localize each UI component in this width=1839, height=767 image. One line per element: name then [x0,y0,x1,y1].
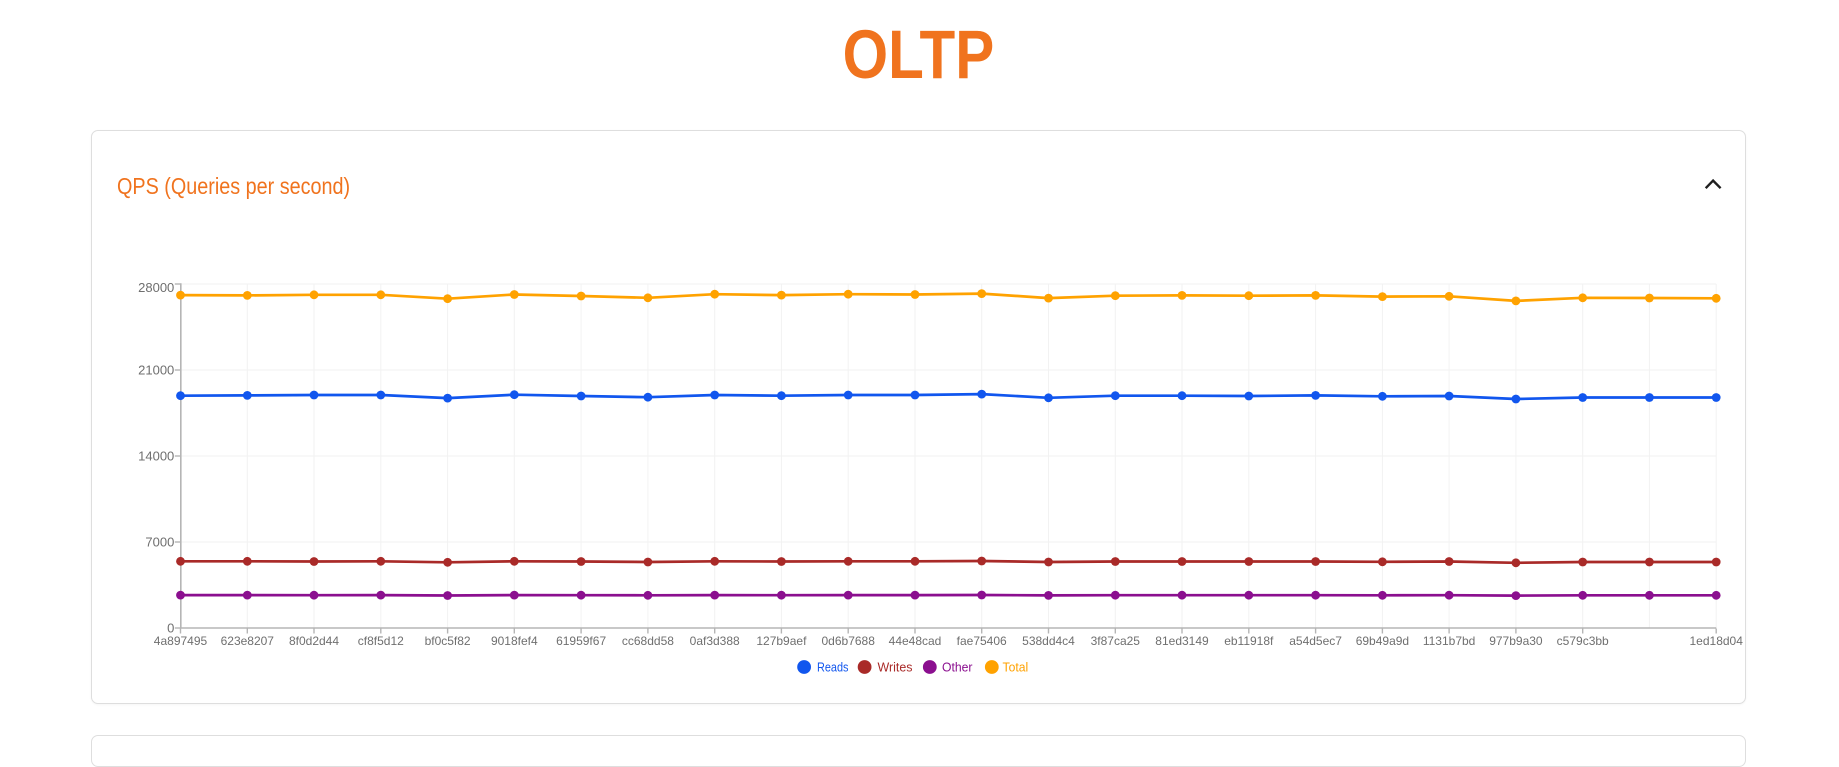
svg-text:bf0c5f82: bf0c5f82 [425,634,471,648]
svg-text:623e8207: 623e8207 [221,634,275,648]
svg-text:69b49a9d: 69b49a9d [1356,634,1409,648]
svg-text:4a897495: 4a897495 [154,634,208,648]
svg-text:Total: Total [1003,659,1029,674]
svg-text:eb11918f: eb11918f [1224,634,1274,648]
svg-text:a54d5ec7: a54d5ec7 [1289,634,1342,648]
svg-text:Other: Other [942,659,973,674]
svg-text:44e48cad: 44e48cad [889,634,942,648]
svg-text:cc68dd58: cc68dd58 [622,634,674,648]
svg-text:0: 0 [167,620,174,635]
svg-text:127b9aef: 127b9aef [756,634,807,648]
svg-text:28000: 28000 [138,280,174,295]
svg-text:9018fef4: 9018fef4 [491,634,538,648]
svg-text:14000: 14000 [138,448,174,463]
svg-text:538dd4c4: 538dd4c4 [1022,634,1075,648]
svg-text:cf8f5d12: cf8f5d12 [358,634,404,648]
svg-text:0af3d388: 0af3d388 [690,634,740,648]
svg-text:977b9a30: 977b9a30 [1489,634,1543,648]
svg-text:1ed18d04: 1ed18d04 [1690,634,1744,648]
svg-text:fae75406: fae75406 [957,634,1007,648]
svg-text:1131b7bd: 1131b7bd [1423,634,1476,648]
svg-text:81ed3149: 81ed3149 [1155,634,1209,648]
svg-text:3f87ca25: 3f87ca25 [1091,634,1141,648]
svg-text:0d6b7688: 0d6b7688 [822,634,876,648]
svg-text:21000: 21000 [138,362,174,377]
svg-text:61959f67: 61959f67 [556,634,606,648]
svg-text:Reads: Reads [817,659,849,674]
svg-text:c579c3bb: c579c3bb [1557,634,1609,648]
svg-text:8f0d2d44: 8f0d2d44 [289,634,339,648]
svg-text:7000: 7000 [145,534,174,549]
svg-text:Writes: Writes [878,659,913,674]
